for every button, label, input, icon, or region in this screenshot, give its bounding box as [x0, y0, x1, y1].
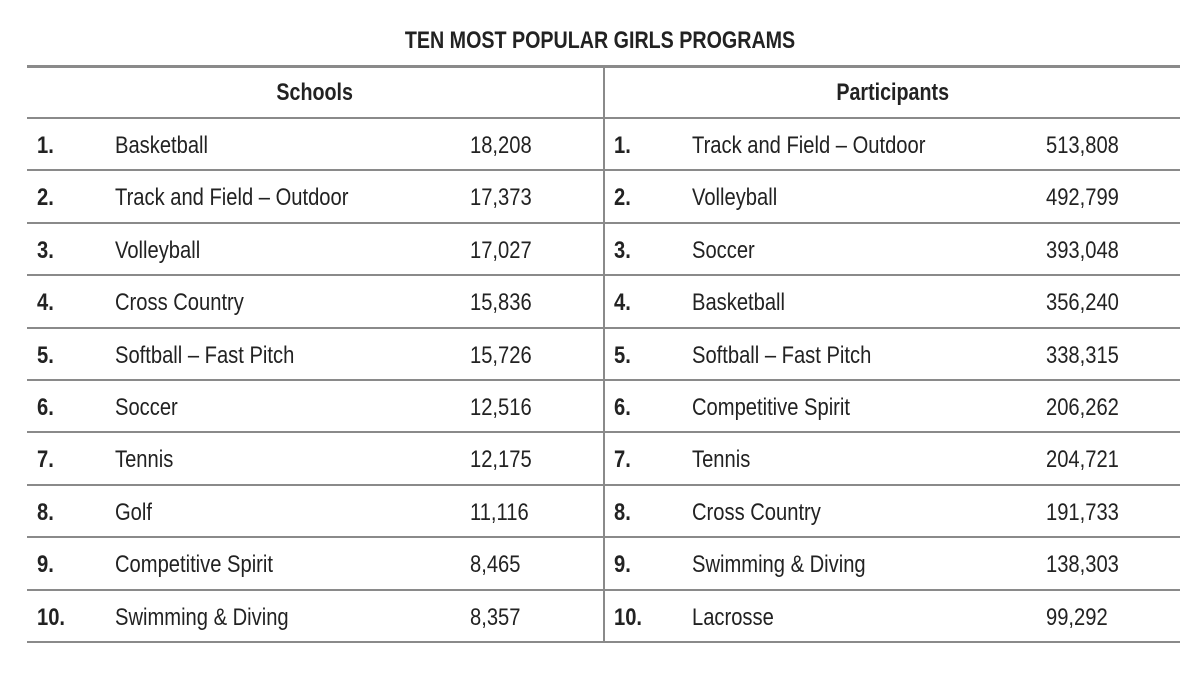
participants-count: 492,799: [1046, 184, 1119, 212]
schools-count: 8,357: [470, 603, 521, 631]
participants-rank: 6.: [614, 394, 631, 421]
schools-rank: 8.: [37, 498, 54, 526]
table-title-text: TEN MOST POPULAR GIRLS PROGRAMS: [404, 27, 796, 54]
schools-rank: 2.: [37, 184, 54, 212]
horizontal-rule: [27, 588, 1180, 591]
participants-sport: Volleyball: [692, 184, 778, 212]
schools-rank: 10.: [37, 603, 66, 631]
column-divider: [603, 66, 605, 643]
table-row: 3. Volleyball 17,027 3. Soccer 393,048: [27, 223, 1180, 275]
participants-count: 338,315: [1046, 341, 1119, 369]
participants-sport: Track and Field – Outdoor: [692, 132, 926, 159]
participants-sport: Competitive Spirit: [692, 394, 850, 421]
participants-sport: Cross Country: [692, 498, 821, 526]
table-row: 10. Swimming & Diving 8,357 10. Lacrosse 99,2…: [27, 590, 1180, 642]
participants-sport: Basketball: [692, 289, 786, 317]
participants-header: Participants: [605, 66, 1180, 118]
schools-sport: Soccer: [115, 394, 178, 421]
participants-rank: 4.: [614, 289, 631, 317]
schools-count: 11,116: [470, 498, 529, 526]
schools-count: 17,373: [470, 184, 532, 212]
schools-rank: 3.: [37, 236, 54, 264]
participants-rank: 3.: [614, 236, 631, 264]
horizontal-rule: [27, 221, 1180, 224]
horizontal-rule: [27, 536, 1180, 539]
schools-sport: Basketball: [115, 132, 209, 159]
horizontal-rule: [27, 431, 1180, 434]
schools-count: 15,726: [470, 341, 532, 369]
participants-rank: 10.: [614, 603, 643, 631]
schools-sport: Swimming & Diving: [115, 603, 289, 631]
schools-rank: 6.: [37, 394, 54, 421]
schools-count: 8,465: [470, 551, 521, 579]
schools-sport: Golf: [115, 498, 152, 526]
horizontal-rule: [27, 326, 1180, 329]
horizontal-rule: [27, 274, 1180, 277]
schools-rank: 4.: [37, 289, 54, 317]
schools-sport: Competitive Spirit: [115, 551, 273, 579]
horizontal-rule: [27, 117, 1180, 119]
schools-rank: 5.: [37, 341, 54, 369]
schools-sport: Softball – Fast Pitch: [115, 341, 295, 369]
horizontal-rule: [27, 169, 1180, 172]
schools-count: 18,208: [470, 132, 532, 159]
schools-sport: Cross Country: [115, 289, 244, 317]
horizontal-rule: [27, 483, 1180, 486]
participants-rank: 1.: [614, 132, 631, 159]
table-row: 8. Golf 11,116 8. Cross Country 191,733: [27, 485, 1180, 537]
participants-header-text: Participants: [836, 79, 949, 106]
participants-sport: Lacrosse: [692, 603, 774, 631]
participants-rank: 8.: [614, 498, 631, 526]
table-row: 9. Competitive Spirit 8,465 9. Swimming & Di…: [27, 537, 1180, 589]
horizontal-rule: [27, 641, 1180, 643]
schools-count: 12,175: [470, 446, 532, 474]
participants-count: 191,733: [1046, 498, 1119, 526]
participants-count: 204,721: [1046, 446, 1119, 474]
participants-rank: 5.: [614, 341, 631, 369]
table-row: 5. Softball – Fast Pitch 15,726 5. Softball …: [27, 328, 1180, 380]
participants-sport: Soccer: [692, 236, 755, 264]
table-row: 4. Cross Country 15,836 4. Basketball 356,240: [27, 275, 1180, 327]
table-row: 6. Soccer 12,516 6. Competitive Spirit 206,26…: [27, 380, 1180, 432]
schools-count: 12,516: [470, 394, 532, 421]
participants-sport: Softball – Fast Pitch: [692, 341, 872, 369]
schools-rank: 9.: [37, 551, 54, 579]
participants-rank: 9.: [614, 551, 631, 579]
table-row: 1. Basketball 18,208 1. Track and Field – Ou…: [27, 118, 1180, 170]
schools-sport: Tennis: [115, 446, 174, 474]
schools-rank: 7.: [37, 446, 54, 474]
schools-count: 15,836: [470, 289, 532, 317]
participants-count: 393,048: [1046, 236, 1119, 264]
schools-sport: Track and Field – Outdoor: [115, 184, 349, 212]
table-row: 2. Track and Field – Outdoor 17,373 2. Volle…: [27, 170, 1180, 222]
horizontal-rule: [27, 379, 1180, 381]
participants-sport: Swimming & Diving: [692, 551, 866, 579]
participants-rank: 2.: [614, 184, 631, 212]
participants-count: 138,303: [1046, 551, 1119, 579]
table-title: TEN MOST POPULAR GIRLS PROGRAMS: [0, 27, 1200, 55]
schools-rank: 1.: [37, 132, 54, 159]
schools-sport: Volleyball: [115, 236, 201, 264]
participants-count: 356,240: [1046, 289, 1119, 317]
participants-rank: 7.: [614, 446, 631, 474]
participants-count: 206,262: [1046, 394, 1119, 421]
table-row: 7. Tennis 12,175 7. Tennis 204,721: [27, 432, 1180, 484]
schools-count: 17,027: [470, 236, 532, 264]
schools-header: Schools: [27, 66, 603, 118]
horizontal-rule: [27, 65, 1180, 68]
participants-count: 513,808: [1046, 132, 1119, 159]
participants-count: 99,292: [1046, 603, 1108, 631]
participants-sport: Tennis: [692, 446, 751, 474]
schools-header-text: Schools: [276, 79, 354, 106]
